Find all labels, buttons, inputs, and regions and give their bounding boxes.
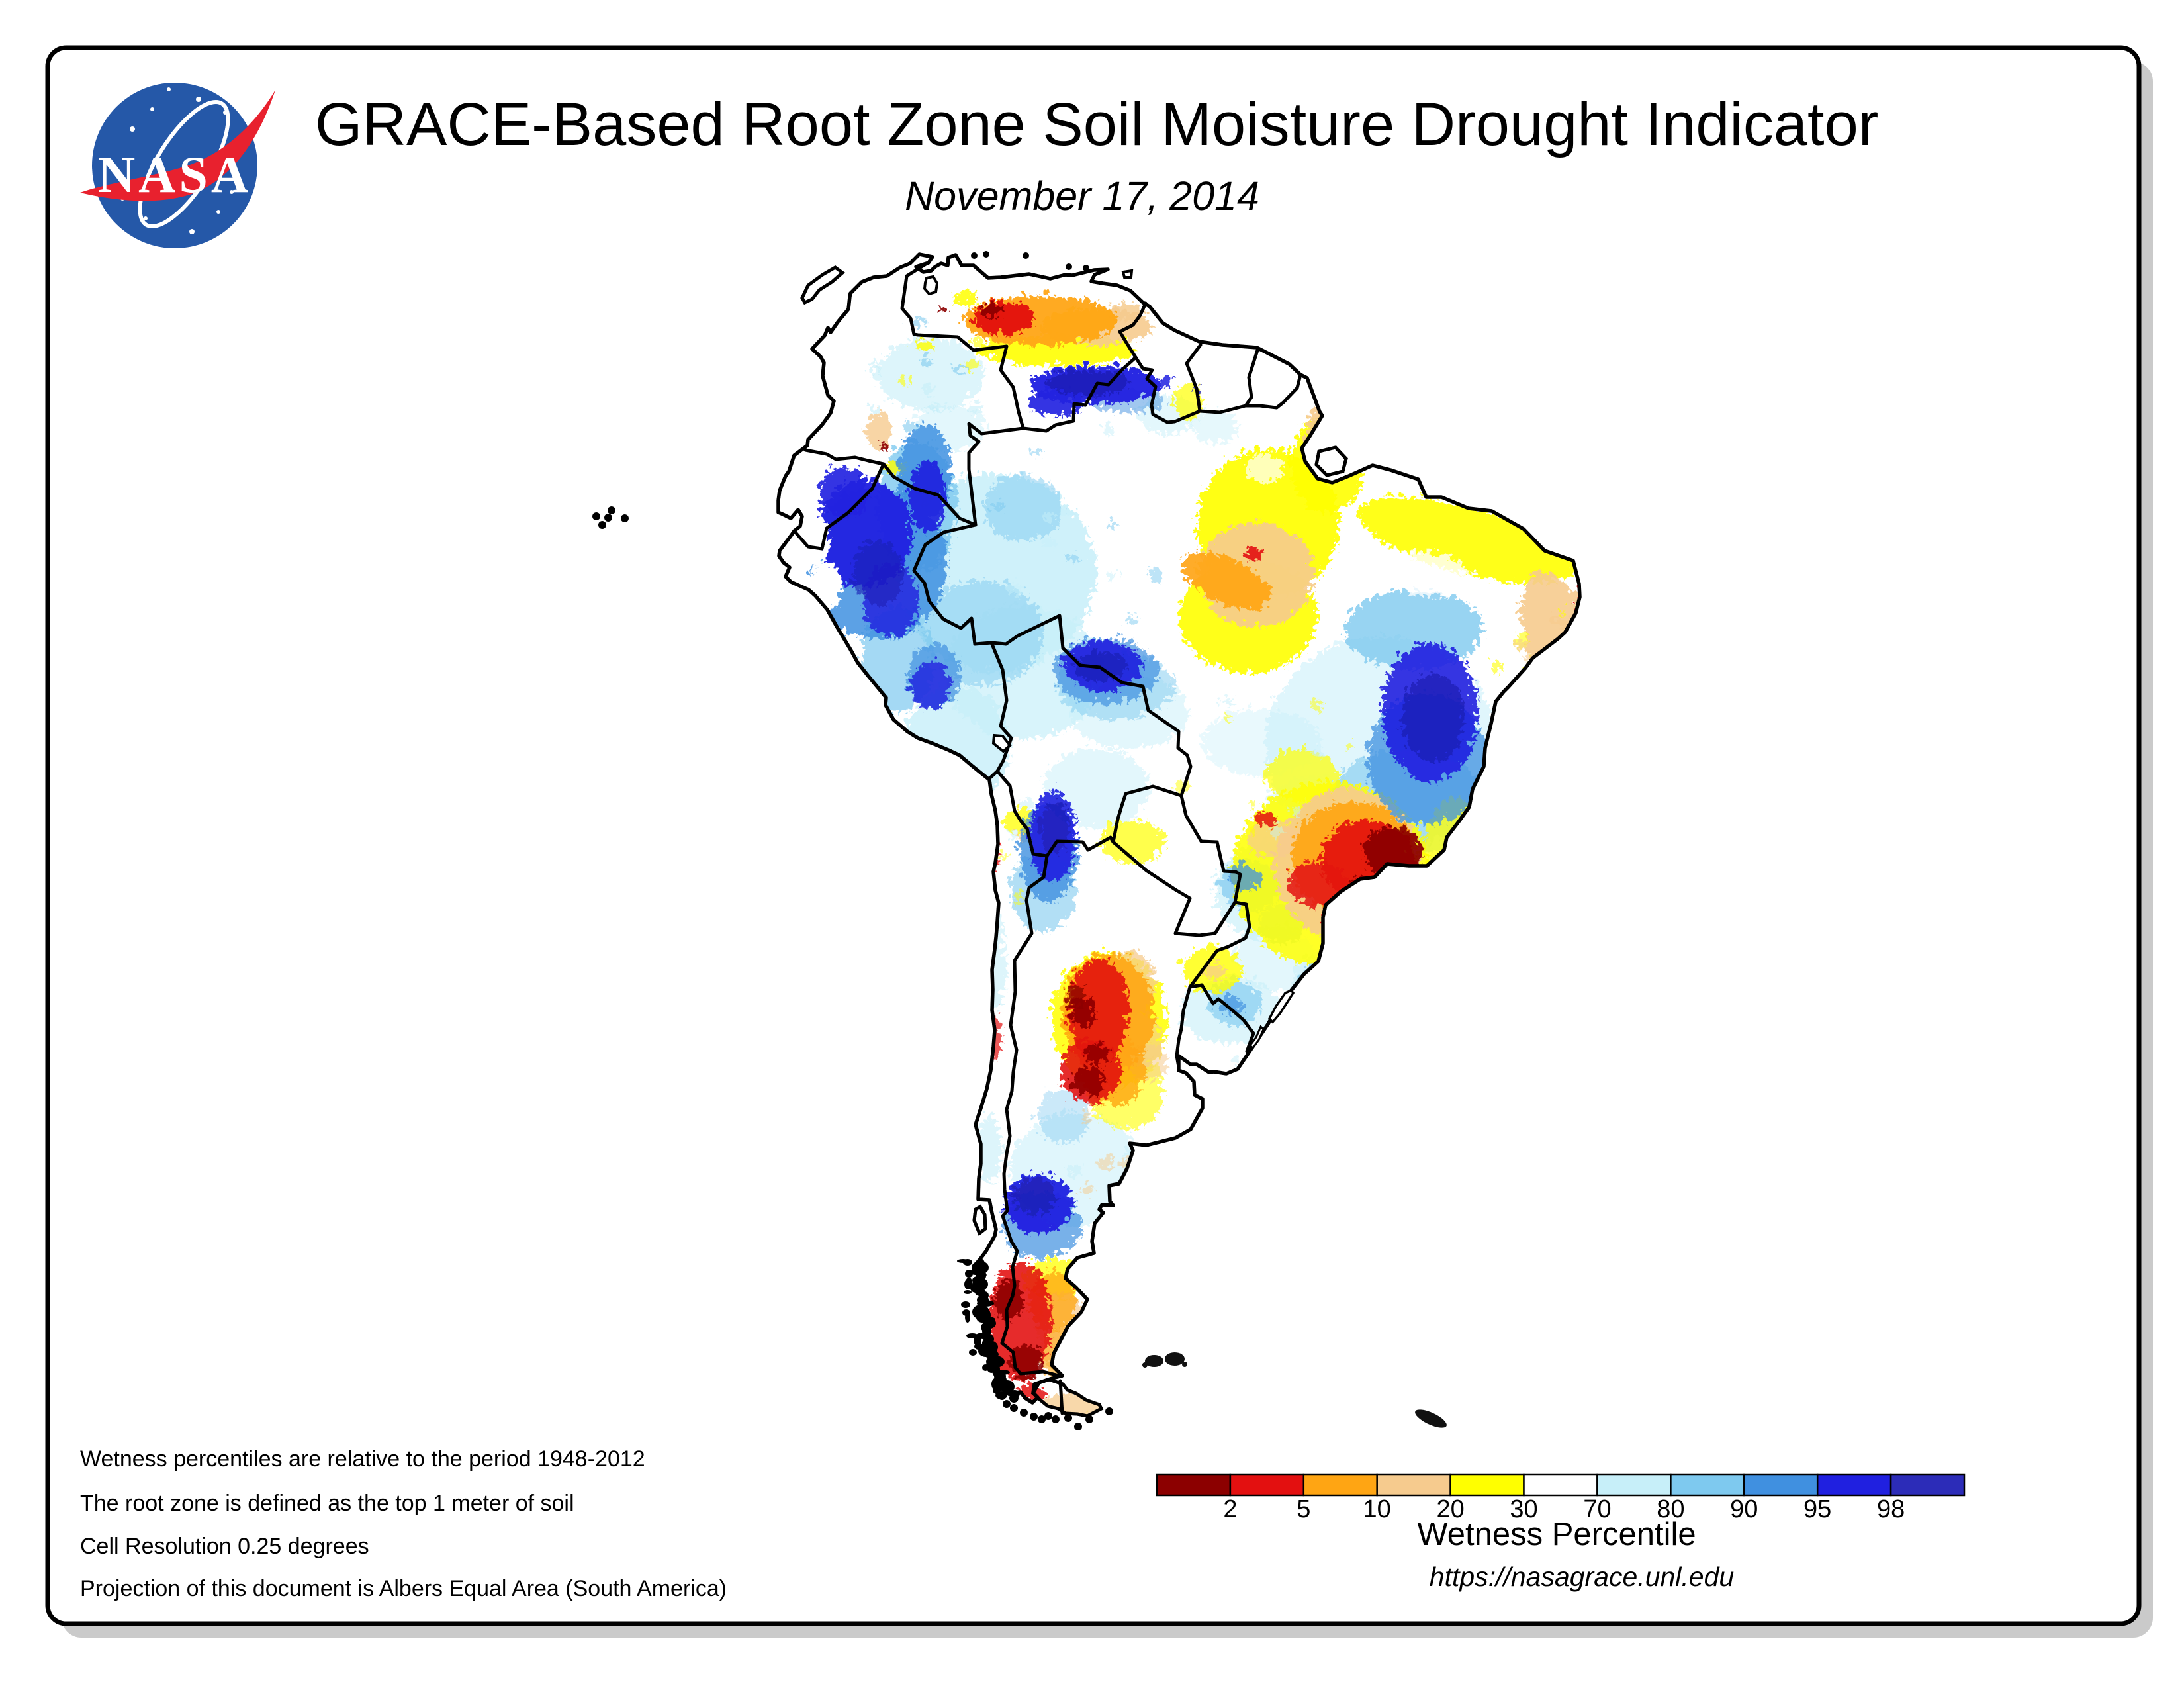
svg-text:GRACE-Based Root Zone Soil Moi: GRACE-Based Root Zone Soil Moisture Drou… — [315, 91, 1878, 158]
svg-text:5: 5 — [1297, 1495, 1310, 1523]
svg-text:98: 98 — [1877, 1495, 1905, 1523]
svg-text:The root zone is defined as th: The root zone is defined as the top 1 me… — [80, 1491, 574, 1516]
svg-text:30: 30 — [1510, 1495, 1537, 1523]
svg-text:90: 90 — [1730, 1495, 1758, 1523]
svg-text:https://nasagrace.unl.edu: https://nasagrace.unl.edu — [1430, 1562, 1734, 1592]
svg-text:November 17, 2014: November 17, 2014 — [905, 173, 1259, 218]
svg-text:2: 2 — [1223, 1495, 1237, 1523]
svg-text:10: 10 — [1363, 1495, 1391, 1523]
svg-text:95: 95 — [1803, 1495, 1831, 1523]
svg-text:Projection of this document is: Projection of this document is Albers Eq… — [80, 1576, 727, 1601]
svg-text:70: 70 — [1583, 1495, 1611, 1523]
svg-text:Wetness percentiles are relati: Wetness percentiles are relative to the … — [80, 1446, 645, 1472]
svg-text:Wetness Percentile: Wetness Percentile — [1417, 1517, 1696, 1552]
svg-text:NASA: NASA — [98, 146, 251, 203]
svg-text:80: 80 — [1657, 1495, 1684, 1523]
svg-text:Cell Resolution 0.25 degrees: Cell Resolution 0.25 degrees — [80, 1534, 369, 1559]
svg-text:20: 20 — [1436, 1495, 1464, 1523]
